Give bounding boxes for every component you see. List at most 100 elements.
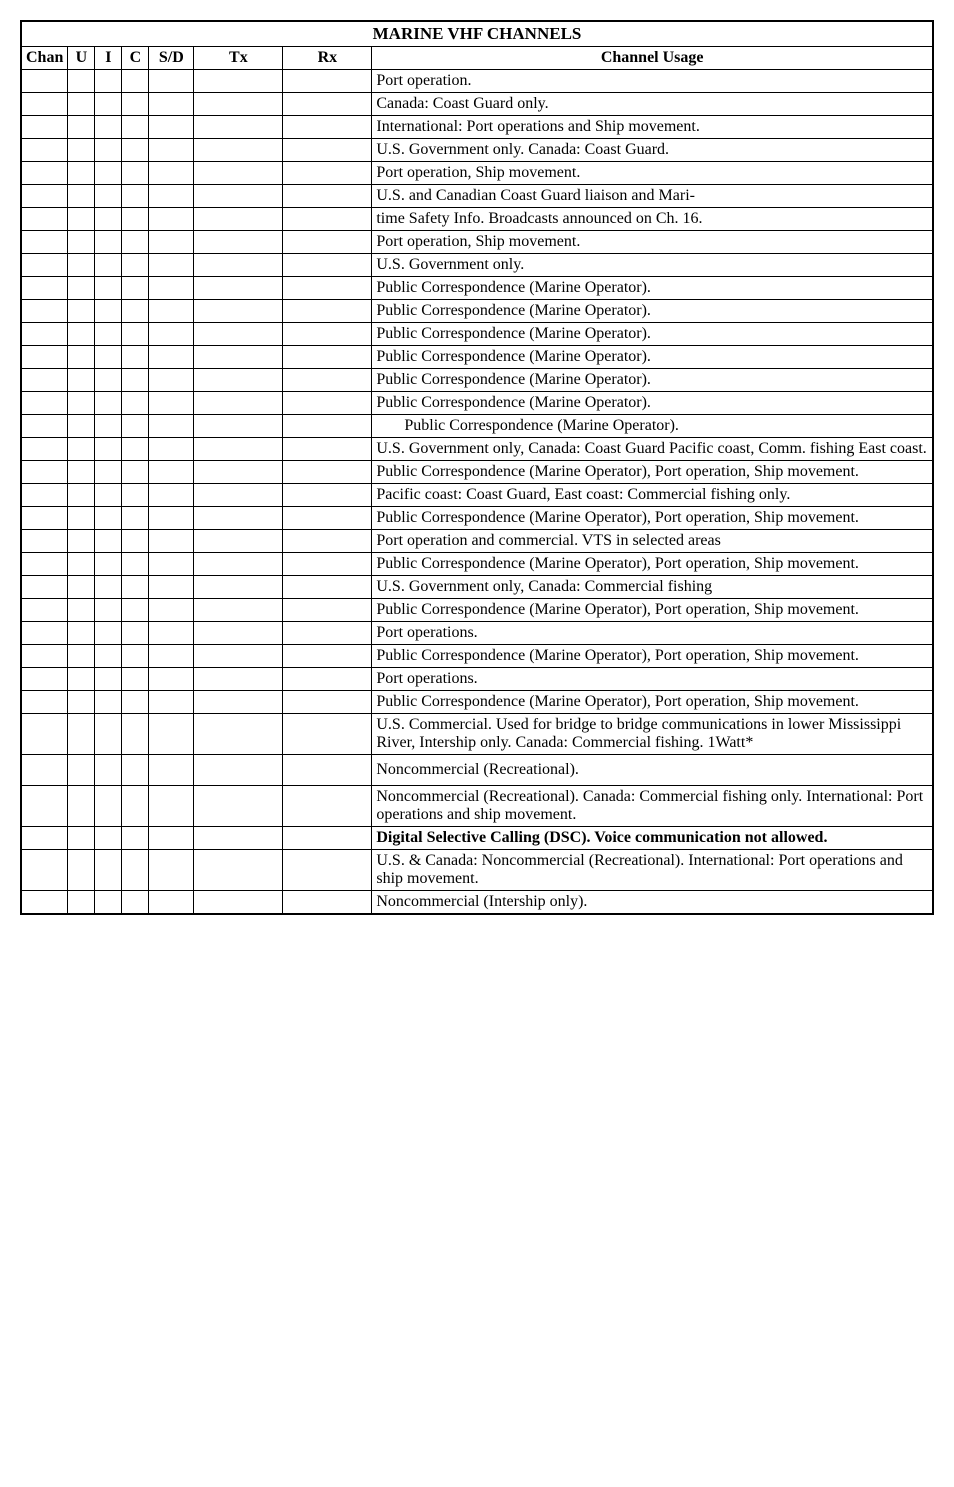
cell-rx <box>283 530 372 553</box>
cell-sd <box>149 507 194 530</box>
cell-sd <box>149 254 194 277</box>
table-row: Public Correspondence (Marine Operator). <box>21 392 933 415</box>
cell-i <box>95 185 122 208</box>
cell-tx <box>194 755 283 786</box>
cell-tx <box>194 93 283 116</box>
cell-sd <box>149 622 194 645</box>
table-row: Public Correspondence (Marine Operator). <box>21 277 933 300</box>
table-title: MARINE VHF CHANNELS <box>21 21 933 47</box>
cell-tx <box>194 891 283 915</box>
cell-i <box>95 93 122 116</box>
cell-sd <box>149 786 194 827</box>
cell-tx <box>194 139 283 162</box>
cell-i <box>95 346 122 369</box>
cell-i <box>95 369 122 392</box>
cell-i <box>95 891 122 915</box>
cell-tx <box>194 827 283 850</box>
cell-tx <box>194 507 283 530</box>
cell-u <box>68 755 95 786</box>
cell-usage: Public Correspondence (Marine Operator),… <box>372 691 933 714</box>
cell-sd <box>149 346 194 369</box>
cell-u <box>68 530 95 553</box>
cell-i <box>95 116 122 139</box>
cell-tx <box>194 850 283 891</box>
cell-chan <box>21 208 68 231</box>
cell-u <box>68 691 95 714</box>
cell-u <box>68 323 95 346</box>
cell-c <box>122 645 149 668</box>
cell-usage: Public Correspondence (Marine Operator). <box>372 277 933 300</box>
cell-usage: Public Correspondence (Marine Operator),… <box>372 599 933 622</box>
cell-i <box>95 231 122 254</box>
cell-chan <box>21 116 68 139</box>
cell-c <box>122 484 149 507</box>
cell-i <box>95 323 122 346</box>
cell-chan <box>21 827 68 850</box>
cell-tx <box>194 599 283 622</box>
table-row: Port operation. <box>21 70 933 93</box>
cell-c <box>122 231 149 254</box>
table-row: U.S. Government only. Canada: Coast Guar… <box>21 139 933 162</box>
cell-c <box>122 714 149 755</box>
cell-chan <box>21 691 68 714</box>
cell-tx <box>194 116 283 139</box>
cell-i <box>95 461 122 484</box>
cell-sd <box>149 668 194 691</box>
cell-rx <box>283 116 372 139</box>
cell-u <box>68 415 95 438</box>
cell-u <box>68 185 95 208</box>
table-row: Public Correspondence (Marine Operator),… <box>21 691 933 714</box>
table-row: Noncommercial (Recreational). <box>21 755 933 786</box>
cell-u <box>68 645 95 668</box>
cell-usage: Port operation, Ship movement. <box>372 231 933 254</box>
cell-i <box>95 530 122 553</box>
cell-rx <box>283 850 372 891</box>
cell-c <box>122 162 149 185</box>
cell-i <box>95 277 122 300</box>
cell-rx <box>283 323 372 346</box>
cell-tx <box>194 369 283 392</box>
cell-c <box>122 369 149 392</box>
cell-usage: Public Correspondence (Marine Operator). <box>372 392 933 415</box>
header-rx: Rx <box>283 47 372 70</box>
cell-i <box>95 415 122 438</box>
cell-i <box>95 507 122 530</box>
table-row: Public Correspondence (Marine Operator). <box>21 369 933 392</box>
cell-chan <box>21 576 68 599</box>
cell-i <box>95 484 122 507</box>
cell-tx <box>194 70 283 93</box>
cell-c <box>122 346 149 369</box>
cell-rx <box>283 208 372 231</box>
table-row: Public Correspondence (Marine Operator),… <box>21 507 933 530</box>
cell-i <box>95 714 122 755</box>
cell-sd <box>149 208 194 231</box>
cell-u <box>68 850 95 891</box>
cell-chan <box>21 668 68 691</box>
cell-chan <box>21 484 68 507</box>
cell-sd <box>149 576 194 599</box>
cell-rx <box>283 461 372 484</box>
cell-u <box>68 714 95 755</box>
cell-u <box>68 484 95 507</box>
table-row: Pacific coast: Coast Guard, East coast: … <box>21 484 933 507</box>
cell-sd <box>149 714 194 755</box>
cell-chan <box>21 850 68 891</box>
table-row: Public Correspondence (Marine Operator),… <box>21 645 933 668</box>
cell-sd <box>149 438 194 461</box>
cell-u <box>68 254 95 277</box>
cell-c <box>122 461 149 484</box>
cell-chan <box>21 714 68 755</box>
cell-rx <box>283 668 372 691</box>
cell-u <box>68 300 95 323</box>
cell-usage: Port operation. <box>372 70 933 93</box>
cell-i <box>95 786 122 827</box>
cell-rx <box>283 346 372 369</box>
cell-i <box>95 755 122 786</box>
cell-u <box>68 891 95 915</box>
cell-sd <box>149 392 194 415</box>
cell-i <box>95 208 122 231</box>
table-row: U.S. Commercial. Used for bridge to brid… <box>21 714 933 755</box>
cell-sd <box>149 891 194 915</box>
table-row: Public Correspondence (Marine Operator). <box>21 300 933 323</box>
cell-c <box>122 254 149 277</box>
